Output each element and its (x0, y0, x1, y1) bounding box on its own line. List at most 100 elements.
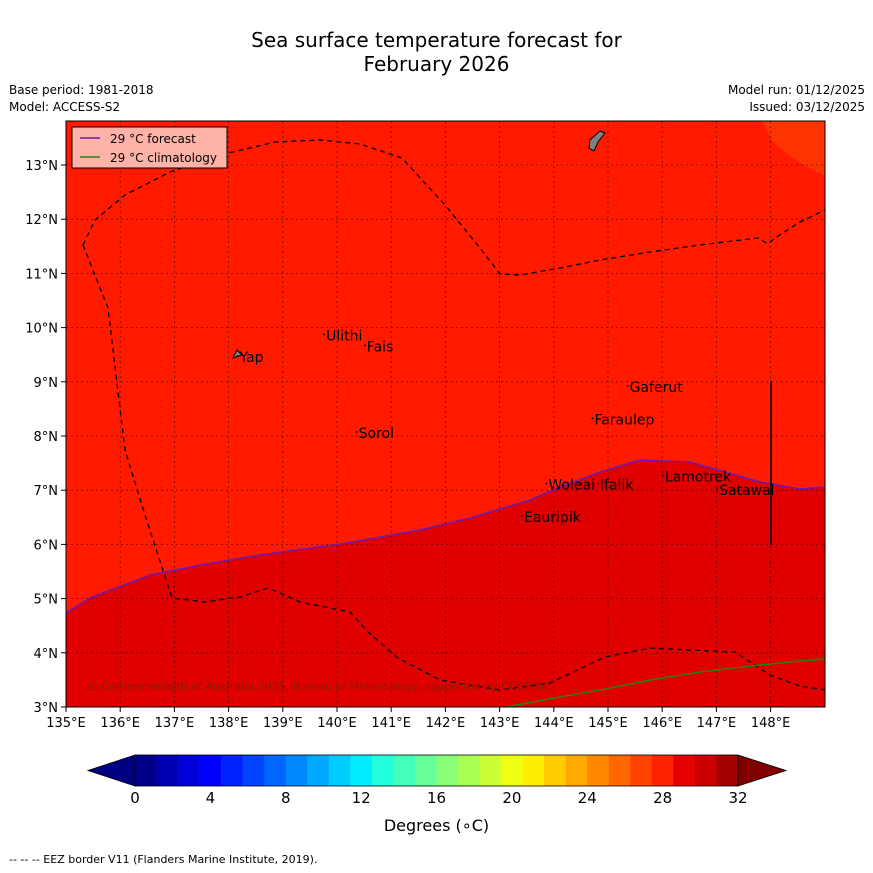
colorbar-frame (134, 754, 739, 787)
colorbar-segment (544, 755, 567, 786)
legend-forecast-label: 29 °C forecast (110, 132, 196, 146)
colorbar-segment (436, 755, 459, 786)
sst-field-warm-south (66, 460, 825, 707)
place-marker (236, 355, 239, 358)
colorbar-segment (651, 755, 674, 786)
place-marker (626, 385, 629, 387)
place-label-ifalik: Ifalik (600, 477, 634, 493)
chart-title: Sea surface temperature forecast for Feb… (0, 28, 873, 76)
colorbar-segment (178, 755, 200, 786)
place-label-sorol: Sorol (359, 426, 394, 442)
lat-tick-label: 8°N (34, 430, 59, 445)
place-label-ulithi: Ulithi (326, 328, 362, 344)
lon-tick-label: 135°E (46, 716, 86, 731)
colorbar-segment (694, 755, 717, 786)
guam-island (588, 130, 606, 152)
colorbar-segment (221, 755, 243, 786)
colorbar-tick-label: 32 (728, 789, 747, 807)
colorbar-tick-label: 4 (206, 789, 216, 807)
place-marker (545, 482, 548, 485)
colorbar-segment (285, 755, 308, 786)
colorbar-segment (479, 755, 502, 786)
place-label-fais: Fais (367, 339, 394, 355)
place-marker (363, 344, 366, 347)
colorbar-tick-label: 16 (427, 789, 446, 807)
colorbar-segment (242, 755, 265, 786)
colorbar-tick-label: 12 (352, 789, 371, 807)
lon-tick-label: 143°E (480, 716, 520, 731)
place-marker (662, 474, 664, 477)
place-marker (521, 515, 523, 517)
lon-tick-label: 145°E (588, 716, 628, 731)
place-label-lamotrek: Lamotrek (665, 469, 732, 485)
colorbar-segment (458, 755, 480, 786)
colorbar-segment (307, 755, 330, 786)
issued-date: Issued: 03/12/2025 (749, 100, 865, 114)
place-label-woleai: Woleai (548, 477, 595, 493)
eez-footnote: -- -- -- EEZ border V11 (Flanders Marine… (9, 853, 318, 866)
place-label-gaferut: Gaferut (630, 380, 684, 396)
eez-border-line-north (82, 139, 825, 276)
base-period: Base period: 1981-2018 (9, 83, 154, 97)
legend-climatology-label: 29 °C climatology (110, 151, 217, 165)
colorbar-segment (199, 755, 222, 786)
lat-tick-label: 3°N (34, 701, 59, 716)
colorbar-tick-label: 20 (502, 789, 521, 807)
place-marker (355, 431, 358, 433)
lon-tick-label: 137°E (155, 716, 195, 731)
place-marker (596, 482, 599, 485)
lon-tick-label: 147°E (697, 716, 737, 731)
lat-tick-label: 5°N (34, 593, 59, 608)
colorbar-segment (608, 755, 631, 786)
model-run: Model run: 01/12/2025 (727, 83, 865, 97)
lon-tick-label: 148°E (751, 716, 791, 731)
lat-tick-label: 13°N (25, 159, 58, 174)
lat-tick-label: 9°N (34, 376, 59, 391)
colorbar-tick-label: 28 (653, 789, 672, 807)
place-marker (591, 417, 594, 420)
colorbar-segment (587, 755, 610, 786)
colorbar-over-arrow (737, 754, 788, 787)
colorbar-tick-label: 24 (578, 789, 597, 807)
lon-tick-label: 139°E (263, 716, 303, 731)
lat-tick-label: 11°N (25, 267, 58, 282)
forecast-29c-isotherm (66, 459, 825, 614)
colorbar-segment (156, 755, 179, 786)
colorbar-segment (673, 755, 696, 786)
colorbar-segment (501, 755, 523, 786)
lon-tick-label: 144°E (534, 716, 574, 731)
lat-tick-label: 7°N (34, 484, 59, 499)
colorbar-segment (350, 755, 373, 786)
climatology-29c-isotherm (504, 658, 825, 707)
colorbar: 0 4 8 12 16 20 24 28 32 (86, 754, 788, 807)
place-label-yap: Yap (238, 350, 263, 366)
colorbar-segment (716, 755, 739, 786)
colorbar-segment (565, 755, 588, 786)
model-name: Model: ACCESS-S2 (9, 100, 121, 114)
colorbar-segment (135, 755, 157, 786)
place-label-satawal: Satawal (719, 483, 774, 499)
sst-field-cooler-ne (762, 121, 825, 176)
title-line-2: February 2026 (363, 52, 510, 76)
lat-tick-label: 6°N (34, 538, 59, 553)
place-marker (716, 488, 719, 490)
lon-tick-label: 142°E (426, 716, 466, 731)
colorbar-tick-label: 8 (281, 789, 291, 807)
colorbar-units: Degrees (∘C) (383, 816, 490, 835)
eez-border-line (82, 244, 825, 691)
lat-tick-label: 12°N (25, 213, 58, 228)
meta-left: Base period: 1981-2018 Model: ACCESS-S2 (9, 82, 154, 116)
place-labels: Yap Ulithi Fais Sorol Gaferut Faraulep Woleai I… (236, 328, 775, 526)
colorbar-segment (630, 755, 653, 786)
lat-tick-label: 10°N (25, 322, 58, 337)
colorbar-segment (371, 755, 394, 786)
lon-tick-label: 140°E (317, 716, 357, 731)
colorbar-under-arrow (86, 754, 136, 787)
colorbar-segment (414, 755, 437, 786)
colorbar-segment (328, 755, 351, 786)
colorbar-segment (393, 755, 416, 786)
place-label-eauripik: Eauripik (524, 510, 582, 526)
axis-ticks: 135°E 136°E 137°E 138°E 139°E 140°E 141°E 142°E… (25, 159, 790, 731)
place-marker (323, 333, 326, 336)
